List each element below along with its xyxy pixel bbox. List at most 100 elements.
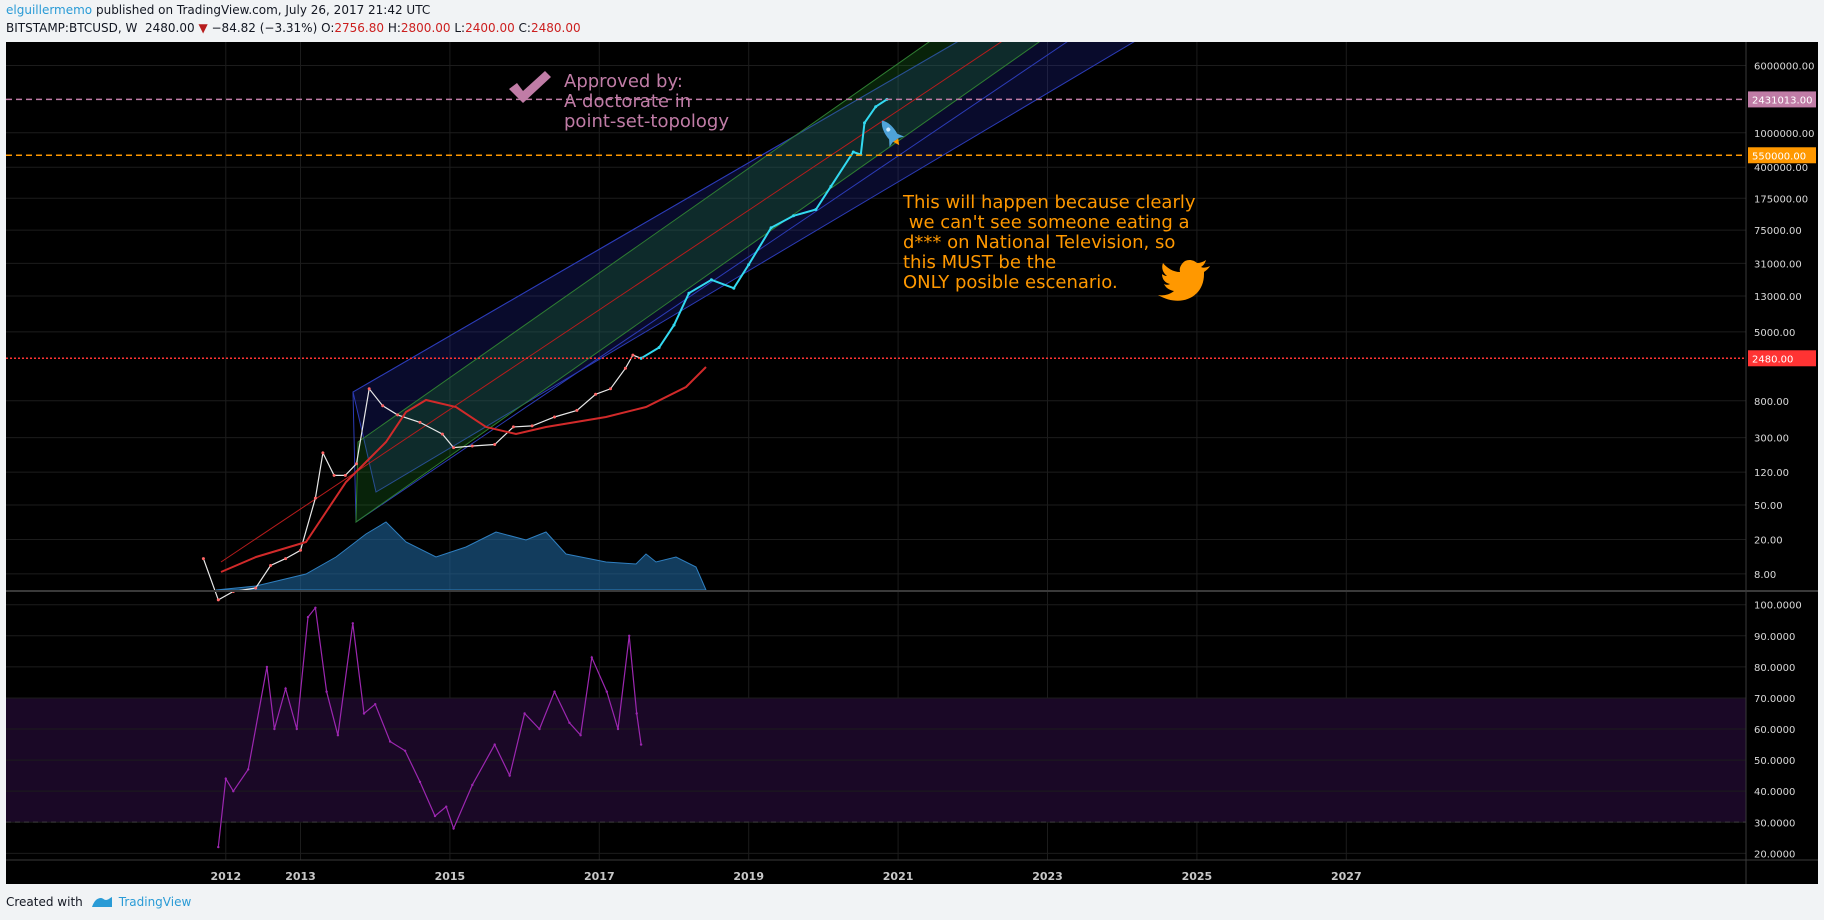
rsi-tick-label: 100.0000 (1754, 601, 1802, 612)
hline-label-bg-1 (1748, 147, 1816, 164)
y-tick-label: 13000.00 (1754, 292, 1802, 303)
price-point (216, 598, 220, 602)
price-point (313, 496, 317, 500)
chart-container[interactable]: 2431013.00 550000.00 2480.00 2012 2013 2015 2… (6, 42, 1818, 884)
y-tick-label: 1000000.00 (1754, 129, 1814, 140)
rsi-point (374, 703, 377, 706)
forecast-line-3: d*** on National Television, so (903, 232, 1175, 253)
y-tick-label: 120.00 (1754, 468, 1789, 479)
hline-label-bg-2 (1748, 350, 1816, 367)
tradingview-link[interactable]: TradingView (91, 895, 191, 909)
rsi-tick-label: 90.0000 (1754, 632, 1795, 643)
hline-label-bg-0 (1748, 91, 1816, 108)
rsi-point (388, 740, 392, 743)
x-tick-label: 2012 (210, 870, 241, 883)
price-point (623, 366, 627, 370)
price-point (396, 413, 400, 417)
rsi-point (217, 845, 220, 849)
rocket-icon (881, 120, 905, 147)
price-change: −84.82 (−3.31%) (211, 21, 318, 35)
high-value: 2800.00 (400, 21, 451, 35)
rsi-tick-label: 80.0000 (1754, 663, 1795, 674)
price-point (594, 392, 598, 396)
publish-info: elguillermemo published on TradingView.c… (6, 3, 430, 17)
rsi-point (508, 774, 511, 777)
price-point (355, 462, 358, 466)
channel-center-line (220, 42, 1002, 563)
price-point (332, 473, 336, 477)
rsi-point (553, 690, 556, 693)
footer: Created with TradingView (6, 895, 191, 909)
price-point (418, 420, 422, 424)
forecast-point (732, 286, 736, 290)
x-tick-label: 2025 (1182, 870, 1213, 883)
price-point (609, 387, 612, 391)
moving-average-line (220, 366, 707, 573)
rsi-point (362, 712, 366, 715)
rsi-point (452, 827, 455, 830)
x-tick-label: 2019 (733, 870, 764, 883)
y-tick-label: 31000.00 (1754, 259, 1802, 270)
y-tick-label: 400000.00 (1754, 163, 1808, 174)
y-tick-label: 20.00 (1754, 535, 1783, 546)
forecast-point (747, 263, 751, 267)
volume-area-shape (215, 521, 707, 591)
horizontal-lines: 2431013.00 550000.00 2480.00 (6, 91, 1816, 367)
rsi-point (433, 814, 437, 818)
x-tick-label: 2017 (584, 870, 615, 883)
created-with-label: Created with (6, 895, 83, 909)
publish-date: published on TradingView.com, July 26, 2… (92, 3, 431, 17)
price-point (440, 432, 444, 436)
rsi-point (325, 690, 328, 693)
price-point (470, 444, 474, 448)
grid (6, 42, 1746, 860)
y-tick-label: 6000000.00 (1754, 61, 1814, 72)
rsi-point (635, 712, 638, 715)
rsi-point (579, 734, 582, 737)
open-label: O: (321, 21, 335, 35)
rsi-point (273, 727, 276, 731)
rsi-point (568, 721, 571, 724)
rsi-point (445, 805, 448, 808)
x-tick-label: 2023 (1032, 870, 1063, 883)
price-point (299, 548, 302, 552)
forecast-line-4: this MUST be the (903, 252, 1056, 273)
rsi-point (403, 749, 407, 752)
low-label: L: (454, 21, 466, 35)
rsi-point (224, 777, 227, 780)
approved-line-1: Approved by: (564, 71, 683, 92)
forecast-point (851, 150, 855, 154)
open-value: 2756.80 (334, 21, 384, 35)
axes: 2012 2013 2015 2017 2019 2021 2023 2025 2027 6000… (6, 42, 1818, 884)
price-point (530, 424, 534, 428)
rsi-point (418, 780, 422, 784)
forecast-line-5: ONLY posible escenario. (903, 272, 1118, 293)
rsi-point (306, 615, 310, 619)
rsi-point (523, 712, 526, 715)
rsi-tick-label: 70.0000 (1754, 694, 1795, 705)
channel-inner-band (355, 42, 1040, 523)
y-tick-label: 8.00 (1754, 570, 1776, 581)
high-label: H: (387, 21, 401, 35)
hline-label-2: 2480.00 (1752, 354, 1793, 365)
y-tick-label: 50.00 (1754, 501, 1783, 512)
y-tick-label: 75000.00 (1754, 226, 1802, 237)
rsi-pane (6, 604, 1746, 854)
rsi-tick-label: 40.0000 (1754, 787, 1795, 798)
forecast-point (863, 121, 866, 125)
rsi-point (605, 690, 608, 693)
low-value: 2400.00 (465, 21, 515, 35)
rsi-tick-label: 60.0000 (1754, 725, 1795, 736)
series-layer (201, 97, 889, 602)
author-link[interactable]: elguillermemo (6, 3, 93, 17)
price-point (381, 404, 385, 408)
forecast-point (829, 184, 833, 188)
twitter-bird-icon (1158, 259, 1210, 301)
forecast-point (639, 356, 643, 360)
price-point (511, 425, 515, 429)
approved-line-3: point-set-topology (564, 111, 729, 132)
forecast-point (709, 278, 713, 282)
channel-outer-edge (352, 42, 1068, 523)
y-tick-label: 300.00 (1754, 434, 1789, 445)
